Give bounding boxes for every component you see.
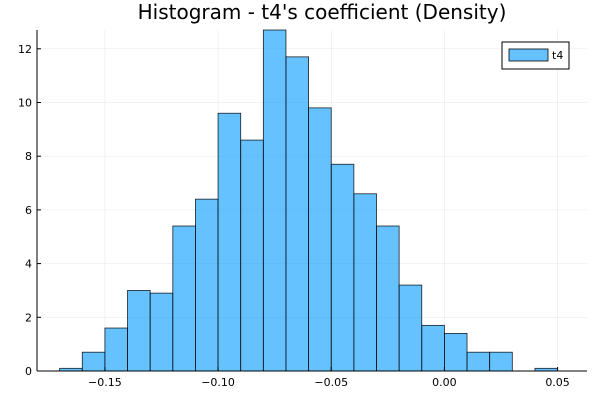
legend-swatch-t4 (508, 48, 549, 62)
y-tick-label: 2 (25, 311, 32, 324)
histogram-bar (489, 351, 513, 372)
histogram-bar (444, 333, 468, 372)
legend-label-t4: t4 (552, 49, 563, 62)
histogram-bars (59, 29, 558, 372)
histogram-bar (330, 163, 355, 372)
y-tick-label: 10 (18, 96, 32, 109)
histogram-bar (308, 107, 332, 372)
histogram-bar (285, 56, 310, 372)
histogram-bar (421, 324, 445, 372)
histogram-bar (127, 290, 151, 372)
y-tick-label: 4 (25, 258, 32, 271)
histogram-bar (353, 193, 377, 372)
histogram-bar (376, 225, 400, 372)
histogram-bar (149, 292, 174, 372)
histogram-bar (262, 29, 287, 372)
x-tick-label: −0.10 (201, 376, 235, 389)
x-axis-ticks: −0.15 −0.10 −0.05 0.00 0.05 (88, 367, 570, 389)
x-tick-label: −0.05 (314, 376, 348, 389)
legend: t4 (501, 41, 570, 70)
histogram-bar (217, 112, 242, 372)
y-tick-label: 12 (18, 43, 32, 56)
x-tick-label: 0.00 (432, 376, 457, 389)
histogram-bar (398, 284, 423, 372)
y-tick-label: 8 (25, 150, 32, 163)
histogram-bar (81, 351, 106, 372)
histogram-bar (195, 198, 219, 372)
histogram-bar (240, 139, 264, 372)
x-tick-label: −0.15 (88, 376, 122, 389)
x-tick-label: 0.05 (545, 376, 570, 389)
histogram-bar (172, 225, 196, 372)
y-tick-label: 0 (25, 365, 32, 378)
chart-title: Histogram - t4's coefficient (Density) (138, 0, 507, 24)
y-axis-ticks: 0 2 4 6 8 10 12 (18, 43, 41, 378)
y-tick-label: 6 (25, 204, 32, 217)
histogram-bar (104, 327, 128, 372)
histogram-bar (466, 351, 491, 372)
axes (36, 30, 587, 372)
